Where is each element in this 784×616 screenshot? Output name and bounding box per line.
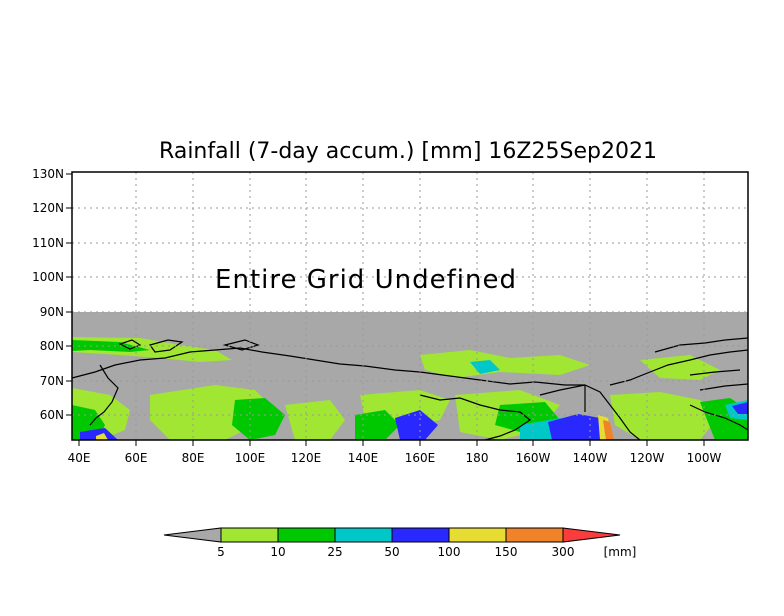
y-axis: 130N 120N 110N 100N 90N 80N 70N 60N [32, 167, 72, 422]
y-tick-label: 70N [40, 374, 64, 388]
colorbar-label: 10 [270, 545, 285, 559]
colorbar-high-triangle [562, 527, 621, 543]
colorbar-unit: [mm] [604, 545, 637, 559]
scandinavia-coastline [89, 364, 119, 426]
canada-coastline [609, 349, 749, 386]
rainfall-patches [72, 337, 748, 440]
y-tick-label: 110N [32, 236, 64, 250]
colorbar-label: 25 [327, 545, 342, 559]
rain-patch-orange [603, 420, 614, 440]
rain-patch-blue [80, 428, 118, 440]
svalbard-coastline [118, 339, 142, 350]
x-tick-label: 80E [182, 451, 205, 465]
y-tick-label: 100N [32, 270, 64, 284]
colorbar: 5 10 25 50 100 150 300 [mm] [163, 527, 637, 559]
x-tick-label: 160W [516, 451, 551, 465]
rain-patch-blue [395, 410, 438, 440]
colorbar-label: 100 [438, 545, 461, 559]
rain-patch-blue [732, 402, 748, 414]
map-title: Rainfall (7-day accum.) [mm] 16Z25Sep202… [159, 139, 657, 164]
rain-patch-light-green [420, 350, 590, 378]
colorbar-segment [277, 527, 336, 543]
northeast-asia-coastline [419, 394, 532, 441]
colorbar-segment [448, 527, 507, 543]
hudson-bay-coastline [689, 404, 749, 431]
rain-patch-blue [548, 414, 605, 440]
y-tick-label: 80N [40, 339, 64, 353]
colorbar-segment [334, 527, 393, 543]
rain-patch-light-green [610, 392, 720, 440]
rain-patch-light-green [285, 400, 345, 440]
colorbar-segment [220, 527, 279, 543]
colorbar-segment [505, 527, 564, 543]
colorbar-low-triangle [163, 527, 222, 543]
y-tick-label: 90N [40, 305, 64, 319]
x-tick-label: 60E [125, 451, 148, 465]
x-tick-label: 120E [291, 451, 322, 465]
x-tick-label: 100W [687, 451, 722, 465]
rain-patch-green [232, 398, 285, 440]
y-tick-label: 60N [40, 408, 64, 422]
colorbar-label: 5 [217, 545, 225, 559]
map-panel: Entire Grid Undefined [71, 171, 749, 441]
y-tick-label: 120N [32, 201, 64, 215]
rain-patch-yellow [96, 433, 108, 440]
x-axis: 40E 60E 80E 100E 120E 140E 160E 180 160W… [68, 440, 722, 465]
grid-lines [72, 172, 748, 440]
alaska-coastline [539, 384, 641, 441]
rain-patch-green [355, 410, 400, 440]
y-tick-label: 130N [32, 167, 64, 181]
arctic-islands-coastline [654, 337, 749, 391]
x-tick-label: 140E [348, 451, 379, 465]
x-tick-label: 40E [68, 451, 91, 465]
colorbar-label: 50 [384, 545, 399, 559]
undefined-grid-message: Entire Grid Undefined [215, 265, 517, 295]
colorbar-label: 150 [495, 545, 518, 559]
colorbar-segment [391, 527, 450, 543]
colorbar-label: 300 [552, 545, 575, 559]
x-tick-label: 140W [573, 451, 608, 465]
x-tick-label: 120W [630, 451, 665, 465]
x-tick-label: 160E [405, 451, 436, 465]
eurasia-coastline [71, 347, 585, 386]
map-frame [71, 171, 749, 441]
x-tick-label: 180 [466, 451, 489, 465]
severnaya-zemlya-coastline [222, 339, 260, 351]
x-tick-label: 100E [235, 451, 266, 465]
